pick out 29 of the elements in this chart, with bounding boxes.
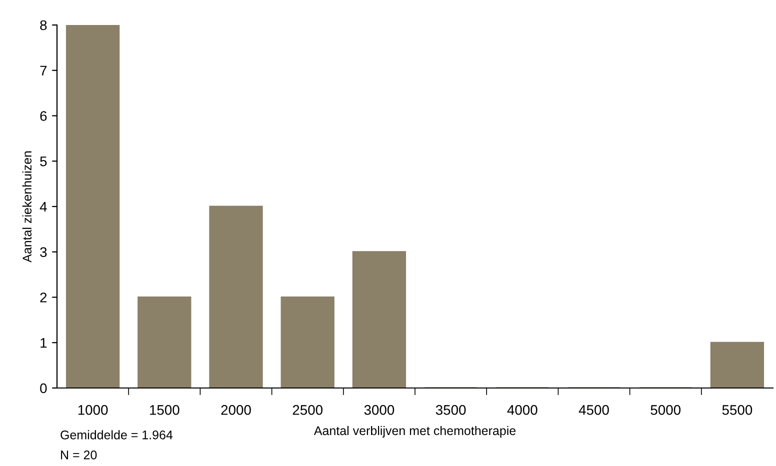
bar [66, 25, 120, 388]
x-tick-label: 2500 [292, 405, 323, 415]
bar [280, 296, 334, 388]
x-tick-label: 4000 [507, 405, 538, 415]
bar [710, 342, 764, 388]
x-tick-label: 1000 [78, 405, 108, 415]
y-tick-label: 6 [40, 111, 47, 121]
x-tick-label: 1500 [150, 405, 180, 415]
y-tick-label: 8 [40, 20, 47, 30]
x-axis-title: Aantal verblijven met chemotherapie [314, 426, 516, 438]
y-tick-label: 5 [40, 156, 47, 166]
x-tick-label: 4500 [578, 405, 609, 415]
y-tick-label: 4 [40, 202, 47, 212]
text: Gemiddelde = 1.964 [60, 430, 173, 440]
y-tick-label: 7 [40, 66, 47, 76]
y-tick-label: 0 [40, 383, 47, 394]
x-tick-label: 5500 [722, 405, 752, 415]
bar [209, 206, 263, 388]
x-tick-label: 2000 [221, 405, 251, 415]
bar [352, 251, 406, 388]
y-axis-title: Aantal ziekenhuizen [22, 151, 32, 262]
y-tick-label: 2 [40, 292, 47, 302]
x-tick-label: 3500 [436, 405, 466, 415]
bar [138, 296, 192, 388]
y-tick-label: 3 [40, 247, 47, 258]
x-tick-label: 3000 [364, 405, 394, 415]
text: N = 20 [61, 450, 97, 460]
x-tick-label: 5000 [650, 405, 681, 415]
y-tick-label: 1 [40, 338, 47, 348]
